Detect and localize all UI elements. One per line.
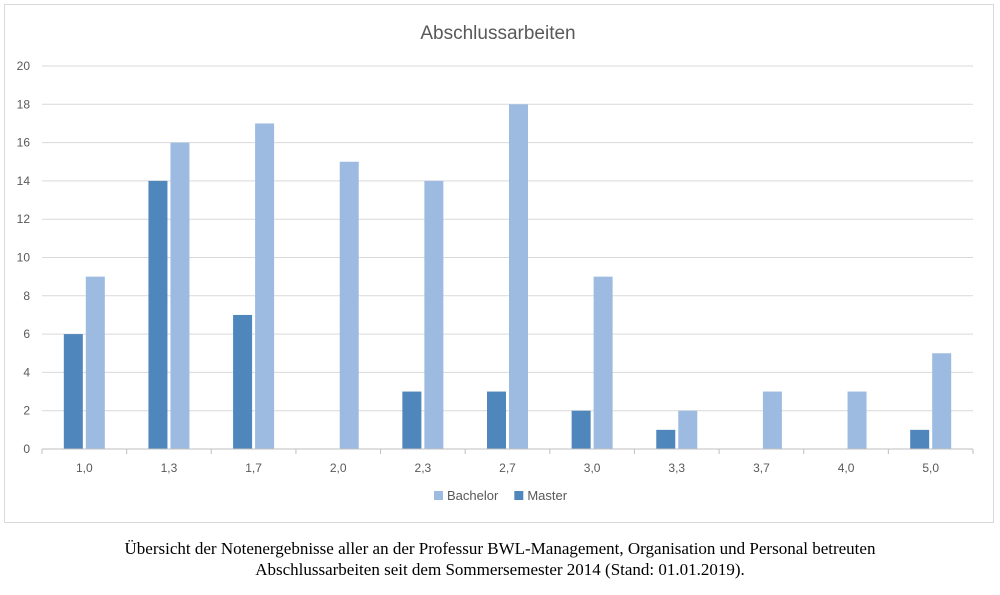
x-tick-label: 1,0 bbox=[76, 461, 93, 475]
figure-caption: Übersicht der Notenergebnisse aller an d… bbox=[0, 538, 1000, 580]
y-tick-label: 10 bbox=[17, 251, 31, 265]
y-tick-label: 16 bbox=[17, 136, 31, 150]
bar-master bbox=[571, 410, 591, 449]
bar-bachelor bbox=[170, 142, 190, 449]
y-tick-label: 0 bbox=[23, 442, 30, 456]
bar-bachelor bbox=[593, 276, 613, 449]
y-tick-label: 14 bbox=[17, 174, 31, 188]
axes: 0 2 4 6 8 10 12 14 16 18 20 1,0 1,3 1,7 2,0 2,3 2,7 3,0 3,… bbox=[17, 59, 974, 475]
bar-bachelor bbox=[509, 104, 528, 450]
bar-bachelor bbox=[255, 123, 275, 449]
legend-swatch-master bbox=[514, 491, 524, 500]
y-tick-label: 6 bbox=[23, 327, 30, 341]
bar-chart: Abschlussarbeiten 0 2 4 6 8 10 12 14 16 18 20 1,0 1,… bbox=[17, 23, 974, 503]
legend-swatch-bachelor bbox=[434, 491, 443, 500]
gridlines bbox=[42, 65, 973, 412]
x-tick-label: 2,7 bbox=[499, 461, 516, 475]
bar-bachelor bbox=[85, 276, 105, 449]
legend-label-master: Master bbox=[527, 488, 567, 503]
bar-master bbox=[233, 314, 253, 449]
bar-bachelor bbox=[932, 353, 952, 449]
x-tick-label: 5,0 bbox=[922, 461, 939, 475]
y-tick-label: 12 bbox=[17, 212, 31, 226]
bar-master bbox=[487, 391, 506, 449]
chart-title: Abschlussarbeiten bbox=[420, 23, 575, 44]
bar-bachelor bbox=[339, 161, 359, 449]
caption-line-2: Abschlussarbeiten seit dem Sommersemeste… bbox=[255, 560, 745, 579]
bars bbox=[63, 104, 952, 450]
bar-bachelor bbox=[762, 391, 782, 449]
bar-bachelor bbox=[424, 180, 444, 449]
bar-master bbox=[910, 429, 930, 449]
y-tick-label: 4 bbox=[23, 365, 30, 379]
y-tick-label: 2 bbox=[23, 404, 30, 418]
y-tick-label: 20 bbox=[17, 59, 31, 73]
caption-line-1: Übersicht der Notenergebnisse aller an d… bbox=[124, 539, 876, 558]
bar-bachelor bbox=[847, 391, 867, 449]
x-tick-label: 3,0 bbox=[584, 461, 601, 475]
bar-master bbox=[148, 180, 168, 449]
bar-bachelor bbox=[678, 410, 698, 449]
x-tick-label: 2,3 bbox=[415, 461, 432, 475]
x-tick-label: 4,0 bbox=[838, 461, 855, 475]
bar-master bbox=[656, 429, 676, 449]
x-tick-label: 3,3 bbox=[668, 461, 685, 475]
y-tick-label: 8 bbox=[23, 289, 30, 303]
x-tick-label: 3,7 bbox=[753, 461, 770, 475]
legend: Bachelor Master bbox=[434, 488, 568, 503]
x-tick-label: 2,0 bbox=[330, 461, 347, 475]
y-tick-label: 18 bbox=[17, 97, 31, 111]
x-tick-label: 1,7 bbox=[245, 461, 262, 475]
bar-master bbox=[63, 334, 83, 449]
legend-label-bachelor: Bachelor bbox=[447, 488, 499, 503]
x-tick-label: 1,3 bbox=[161, 461, 178, 475]
bar-master bbox=[402, 391, 422, 449]
